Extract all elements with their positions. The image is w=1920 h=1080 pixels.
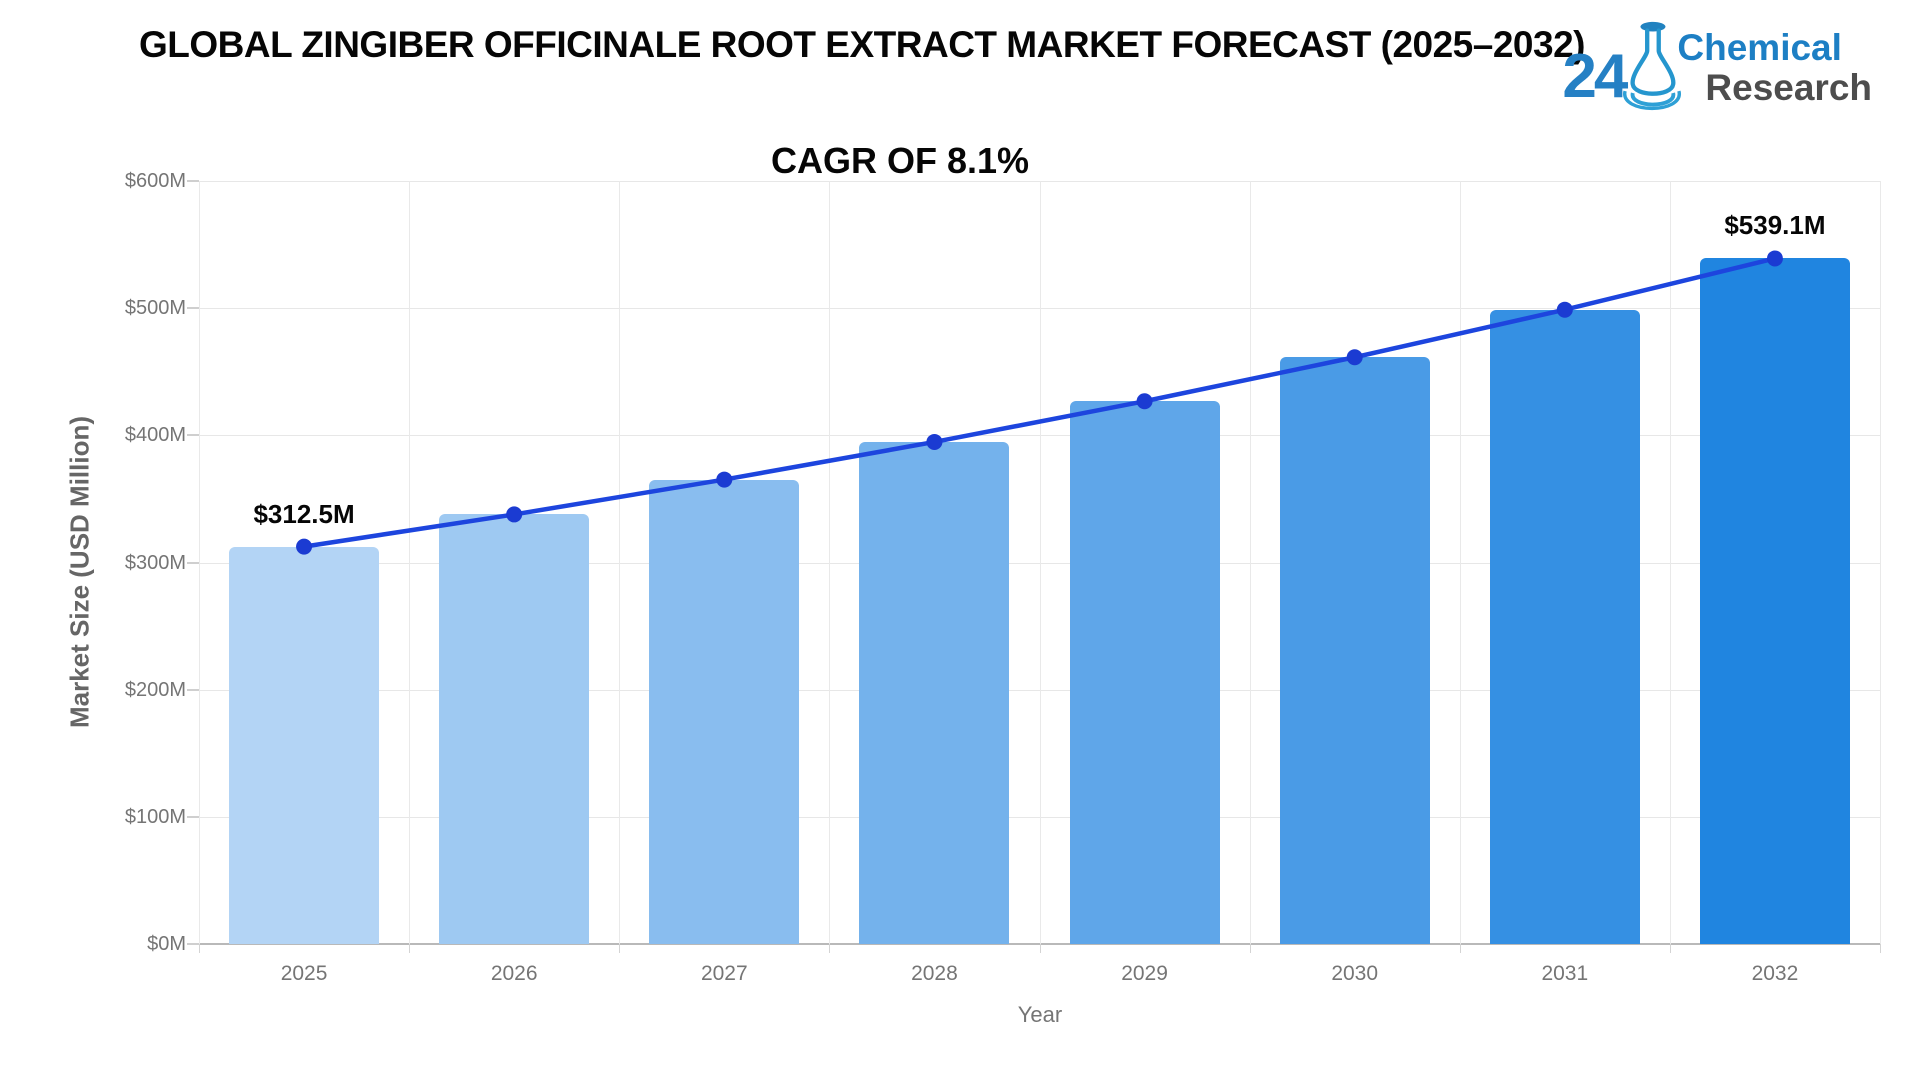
x-tick-label: 2025 — [280, 962, 328, 985]
gridline-horizontal — [199, 435, 1880, 437]
company-logo: 24 Chemical Research — [1562, 18, 1872, 123]
gridline-vertical — [1040, 181, 1041, 944]
x-axis-tick — [409, 944, 410, 953]
data-point-2029 — [1136, 393, 1153, 410]
x-tick-label: 2029 — [1121, 962, 1168, 985]
gridline-vertical — [829, 181, 830, 944]
y-axis-tick — [187, 434, 199, 437]
y-axis-tick — [187, 180, 199, 182]
gridline-horizontal — [199, 308, 1880, 310]
bar-value-label: $312.5M — [253, 498, 355, 529]
logo-word-chemical: Chemical — [1677, 27, 1842, 68]
x-axis-tick — [1670, 944, 1671, 953]
bar-2027 — [649, 479, 800, 944]
gridline-vertical — [1250, 181, 1251, 944]
bar-2029 — [1069, 401, 1220, 944]
y-axis-tick — [187, 943, 199, 945]
x-axis-tick — [1040, 944, 1041, 953]
trend-line — [303, 256, 1776, 549]
gridline-horizontal — [199, 943, 1880, 945]
y-axis-tick — [187, 815, 199, 818]
x-axis-tick — [619, 944, 620, 953]
chart-title: GLOBAL ZINGIBER OFFICINALE ROOT EXTRACT … — [139, 24, 1585, 65]
x-axis-tick — [1880, 944, 1881, 953]
gridline-vertical — [409, 181, 410, 944]
y-tick-label: $400M — [124, 424, 186, 447]
x-tick-label: 2026 — [490, 962, 538, 985]
x-axis-tick — [1250, 944, 1251, 953]
data-point-2026 — [506, 506, 523, 523]
trend-line-layer — [296, 250, 1783, 555]
y-axis-tick — [187, 307, 199, 310]
bar-2032 — [1699, 258, 1850, 944]
gridline-vertical — [1460, 181, 1461, 944]
data-point-2031 — [1556, 301, 1573, 318]
x-tick-label: 2032 — [1751, 962, 1799, 985]
gridline-vertical — [619, 181, 620, 944]
data-point-2027 — [716, 471, 733, 488]
gridline-vertical — [1880, 181, 1881, 944]
gridline-horizontal — [199, 816, 1880, 818]
y-axis-tick — [187, 561, 199, 564]
data-point-2025 — [296, 538, 313, 555]
y-tick-label: $100M — [124, 805, 186, 828]
gridline-horizontal — [199, 181, 1880, 182]
x-tick-label: 2030 — [1331, 962, 1379, 985]
y-tick-label: $0M — [147, 933, 186, 955]
logo-text: Chemical Research — [1677, 28, 1872, 108]
gridline-vertical — [199, 181, 200, 944]
y-axis-tick — [187, 688, 199, 691]
x-axis-title: Year — [1017, 1002, 1063, 1027]
x-tick-label: 2031 — [1541, 962, 1589, 985]
x-axis-tick — [1460, 944, 1461, 953]
bar-value-label: $539.1M — [1724, 210, 1826, 241]
flask-icon — [1623, 18, 1682, 123]
data-point-2030 — [1346, 349, 1363, 366]
y-tick-label: $600M — [124, 170, 186, 192]
x-axis-tick — [199, 944, 200, 953]
plot-area — [199, 181, 1881, 945]
y-tick-label: $500M — [124, 297, 186, 320]
y-tick-label: $200M — [124, 678, 186, 701]
gridline-vertical — [1670, 181, 1671, 944]
chart-subtitle-cagr: CAGR OF 8.1% — [770, 140, 1030, 181]
data-point-2032 — [1766, 250, 1783, 267]
data-point-2028 — [926, 433, 943, 450]
gridline-horizontal — [199, 562, 1880, 564]
x-tick-label: 2027 — [700, 962, 748, 985]
bar-2028 — [859, 441, 1010, 944]
x-tick-label: 2028 — [911, 962, 958, 985]
bar-2031 — [1489, 309, 1640, 944]
x-axis-tick — [829, 944, 830, 953]
bar-2026 — [439, 514, 590, 944]
logo-word-research: Research — [1705, 66, 1872, 108]
bar-2030 — [1279, 357, 1430, 944]
gridline-horizontal — [199, 689, 1880, 691]
logo-number: 24 — [1562, 42, 1628, 111]
bar-2025 — [229, 546, 380, 944]
y-tick-label: $300M — [124, 551, 186, 574]
